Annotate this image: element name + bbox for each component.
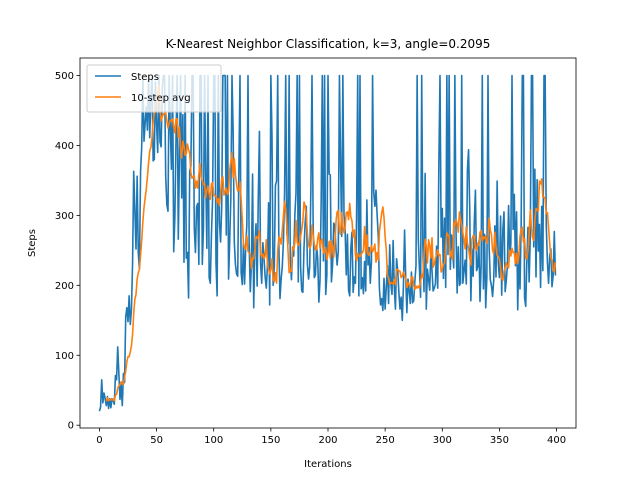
series-line-10-step-avg	[105, 84, 557, 402]
chart-title: K-Nearest Neighbor Classification, k=3, …	[166, 37, 491, 51]
y-tick-label: 500	[55, 71, 74, 82]
x-tick-label: 150	[261, 435, 280, 446]
legend: Steps 10-step avg	[86, 64, 222, 113]
legend-label-steps: Steps	[131, 72, 159, 83]
axes-frame	[79, 57, 577, 429]
x-axis-label: Iterations	[304, 459, 352, 470]
y-tick-label: 200	[55, 281, 74, 292]
y-tick-label: 0	[68, 421, 74, 432]
x-tick-label: 250	[376, 435, 395, 446]
x-tick-label: 350	[490, 435, 509, 446]
y-tick-label: 100	[55, 351, 74, 362]
series-line-steps	[98, 74, 557, 412]
x-tick-label: 200	[318, 435, 337, 446]
x-tick-label: 100	[204, 435, 223, 446]
y-tick-label: 300	[55, 211, 74, 222]
x-tick-label: 400	[547, 435, 566, 446]
plot-area	[98, 74, 557, 412]
ticks-layer: 0 50 100 150 200 250 300 350 400 0 100 200 300 400 500	[55, 71, 566, 446]
x-tick-label: 300	[433, 435, 452, 446]
x-tick-label: 0	[96, 435, 102, 446]
y-axis-label: Steps	[27, 229, 38, 257]
y-tick-label: 400	[55, 141, 74, 152]
x-tick-label: 50	[150, 435, 163, 446]
legend-label-10-step-avg: 10-step avg	[131, 93, 191, 104]
